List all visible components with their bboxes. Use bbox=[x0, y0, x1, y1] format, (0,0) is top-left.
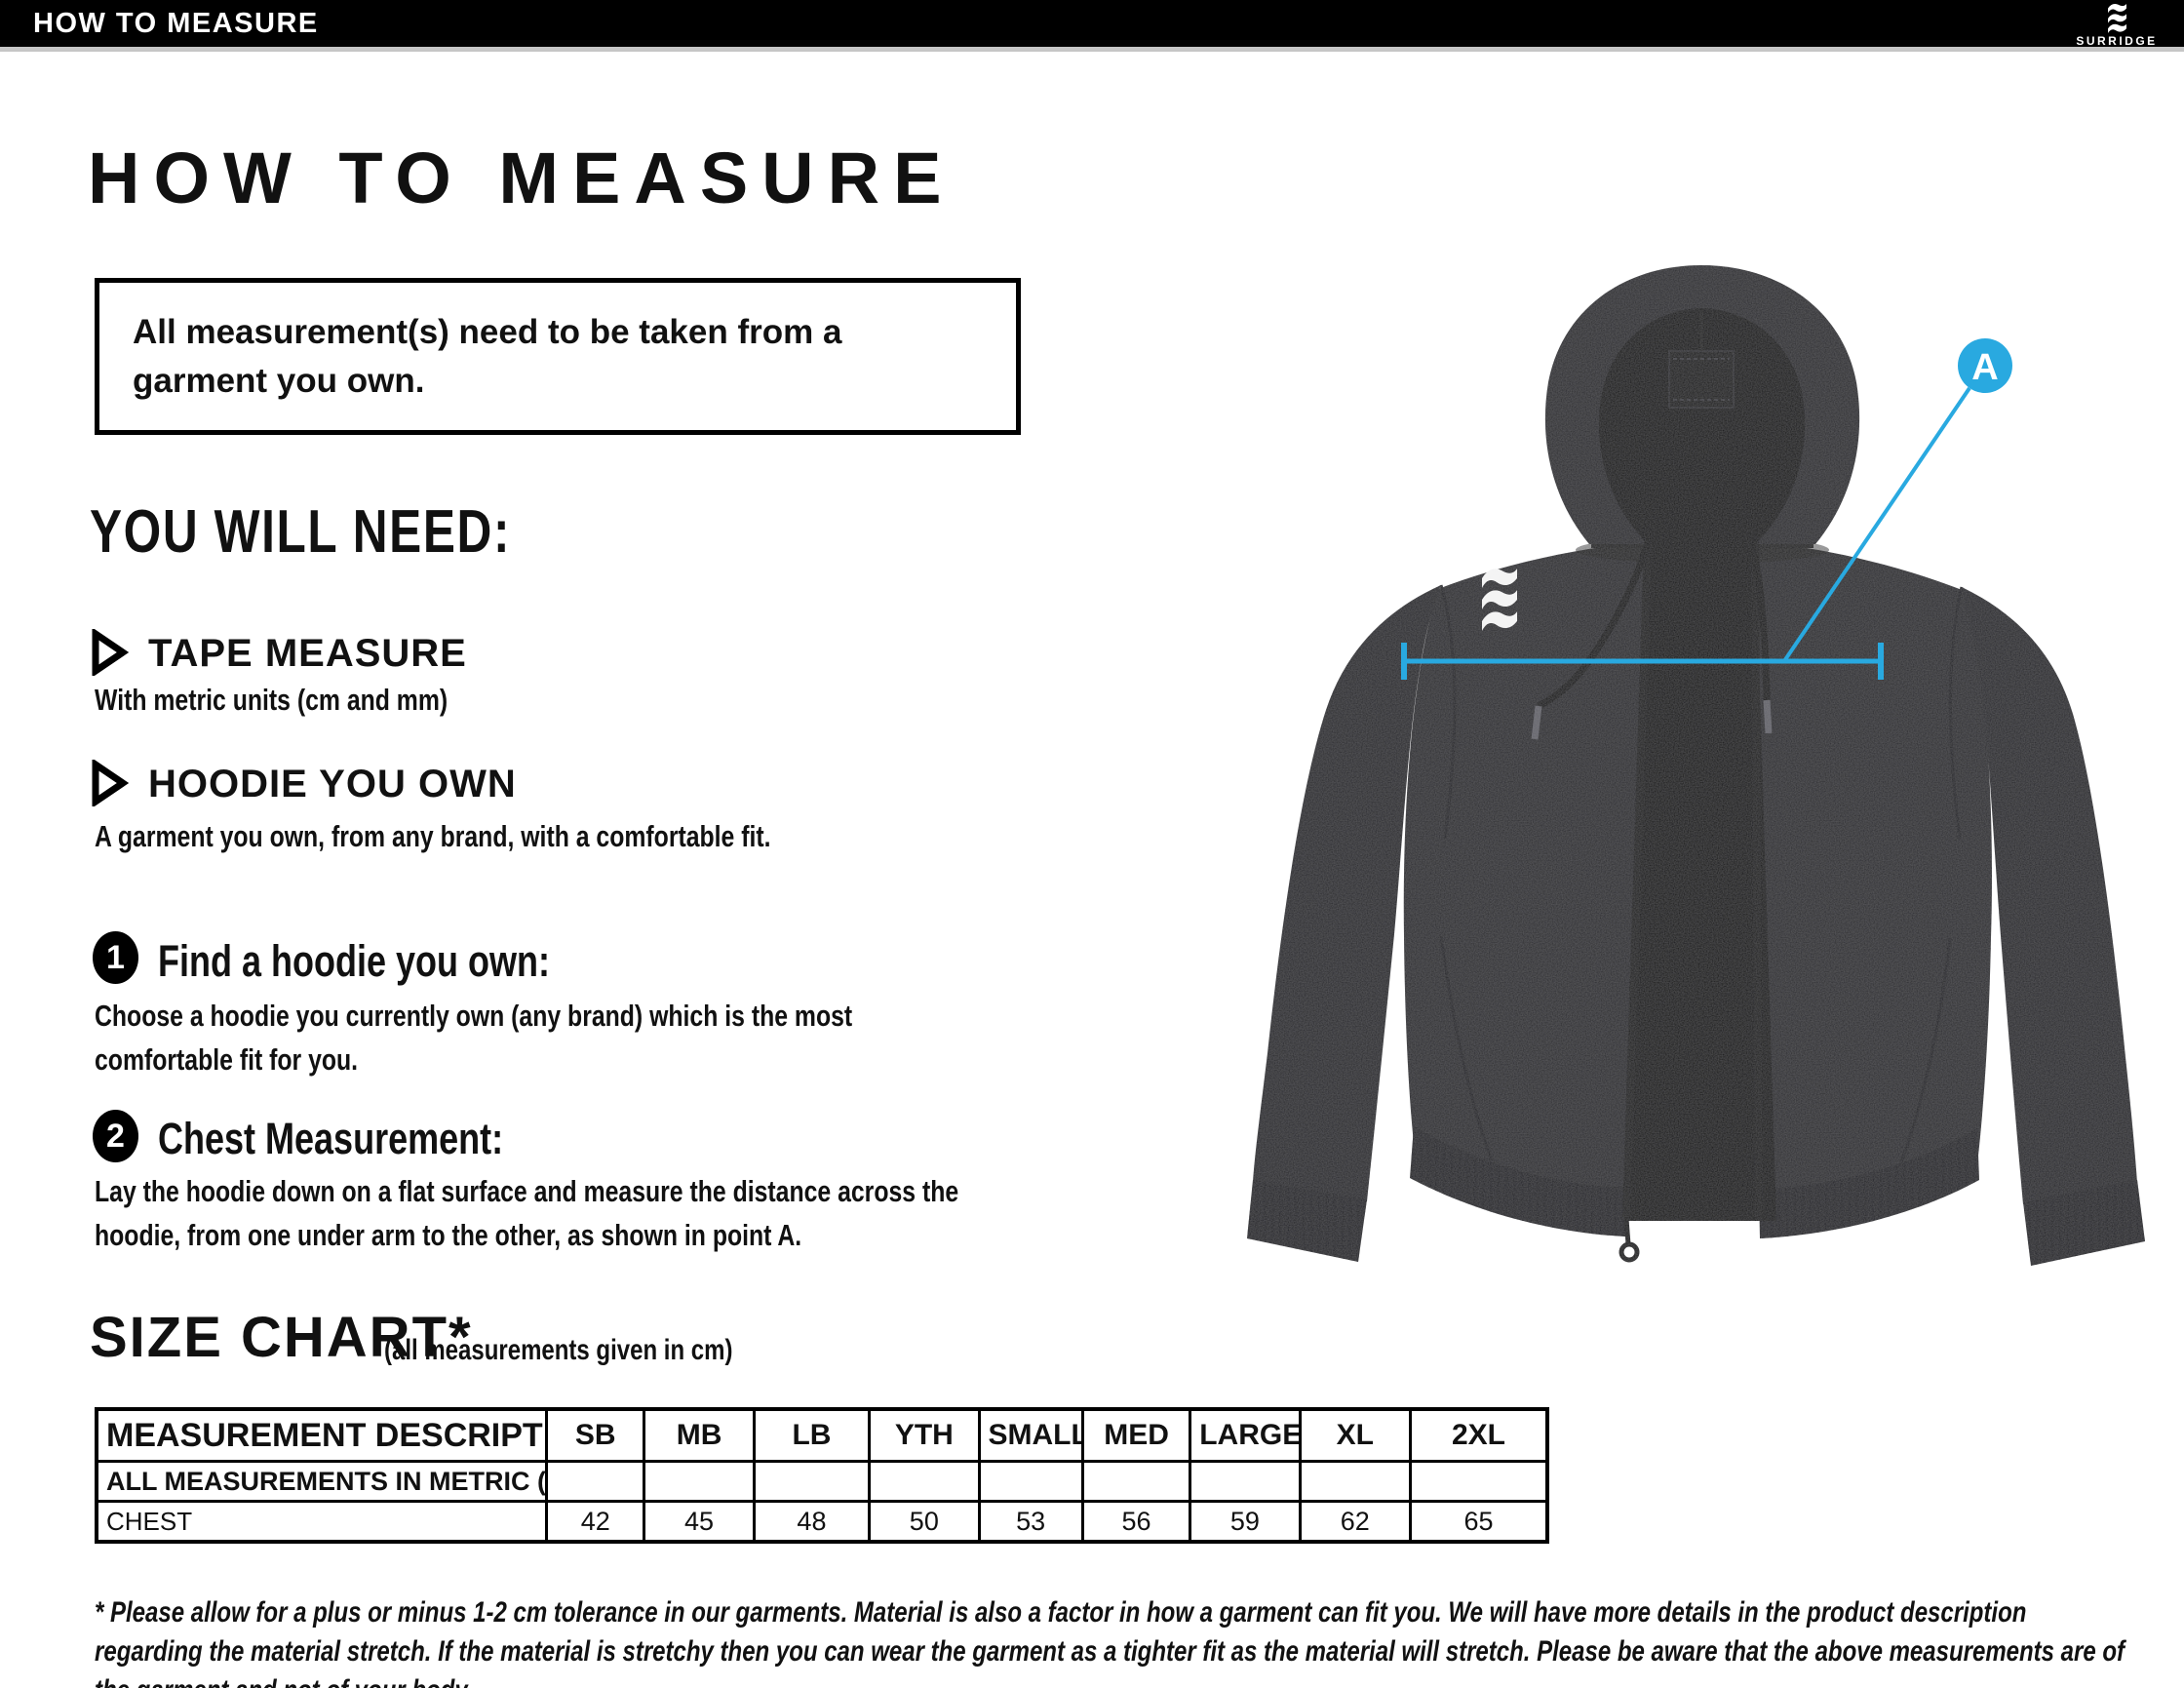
table-cell: 53 bbox=[977, 1500, 1084, 1544]
step-desc: Choose a hoodie you currently own (any b… bbox=[95, 999, 853, 1077]
hoodie-left-sleeve bbox=[1253, 585, 1441, 1201]
table-cell: 59 bbox=[1189, 1500, 1302, 1544]
surridge-s-wave-icon bbox=[2063, 2, 2170, 34]
table-cell bbox=[977, 1460, 1084, 1503]
need-item-title: HOODIE YOU OWN bbox=[148, 763, 517, 805]
table-row: ALL MEASUREMENTS IN METRIC (CM) bbox=[95, 1460, 1549, 1503]
hoodie-garment bbox=[1247, 265, 2145, 1266]
hoodie-left-torso bbox=[1403, 542, 1648, 1215]
step-title: Chest Measurement: bbox=[158, 1114, 504, 1163]
col-header: MEASUREMENT DESCRIPTION bbox=[95, 1407, 549, 1463]
need-item-desc: With metric units (cm and mm) bbox=[95, 683, 448, 717]
table-cell bbox=[1189, 1460, 1302, 1503]
table-cell: 42 bbox=[545, 1500, 646, 1544]
size-chart-subheading: (all measurements given in cm) bbox=[384, 1334, 733, 1366]
col-header: LARGE bbox=[1189, 1407, 1302, 1463]
point-a-leader-line bbox=[1782, 386, 1971, 663]
table-cell bbox=[1408, 1460, 1549, 1503]
play-triangle-icon bbox=[90, 758, 130, 811]
table-cell bbox=[752, 1460, 872, 1503]
header-bar: HOW TO MEASURE SURRIDGE bbox=[0, 0, 2184, 52]
col-header: XL bbox=[1298, 1407, 1412, 1463]
size-table: MEASUREMENT DESCRIPTION SB MB LB YTH SMA… bbox=[95, 1407, 1549, 1544]
step-number: 2 bbox=[106, 1117, 125, 1155]
table-cell: 45 bbox=[643, 1500, 756, 1544]
col-header: MED bbox=[1080, 1407, 1192, 1463]
col-header: 2XL bbox=[1408, 1407, 1549, 1463]
hoodie-photo: A bbox=[1247, 265, 2145, 1266]
notice-box: All measurement(s) need to be taken from… bbox=[95, 278, 1021, 436]
table-cell bbox=[1080, 1460, 1192, 1503]
hood-interior bbox=[1598, 308, 1806, 544]
table-cell: 48 bbox=[752, 1500, 872, 1544]
point-a-marker bbox=[1958, 338, 2012, 393]
header-title: HOW TO MEASURE bbox=[33, 8, 319, 39]
step-badge: 2 bbox=[93, 1110, 138, 1162]
play-triangle-icon bbox=[90, 627, 130, 681]
hoodie-right-torso bbox=[1755, 542, 1992, 1217]
col-header: SMALL bbox=[977, 1407, 1084, 1463]
col-header: YTH bbox=[868, 1407, 981, 1463]
step-number: 1 bbox=[106, 938, 125, 976]
notice-text: All measurement(s) need to be taken from… bbox=[133, 313, 842, 400]
table-cell: 50 bbox=[868, 1500, 981, 1544]
footnote: * Please allow for a plus or minus 1-2 c… bbox=[95, 1596, 2126, 1688]
page-title: HOW TO MEASURE bbox=[88, 137, 956, 218]
table-cell bbox=[643, 1460, 756, 1503]
col-header: SB bbox=[545, 1407, 646, 1463]
you-will-need-heading: YOU WILL NEED: bbox=[90, 498, 512, 566]
hoodie-right-sleeve bbox=[1962, 587, 2137, 1204]
row-label: CHEST bbox=[95, 1500, 549, 1544]
surridge-s-wave-icon bbox=[1482, 569, 1517, 631]
step-badge: 1 bbox=[93, 931, 138, 984]
col-header: LB bbox=[752, 1407, 872, 1463]
need-item-desc: A garment you own, from any brand, with … bbox=[95, 819, 771, 853]
front-opening bbox=[1624, 542, 1776, 1221]
table-cell bbox=[545, 1460, 646, 1503]
row-label: ALL MEASUREMENTS IN METRIC (CM) bbox=[95, 1460, 549, 1503]
brand-name: SURRIDGE bbox=[2076, 34, 2158, 48]
table-cell: 65 bbox=[1408, 1500, 1549, 1544]
col-header: MB bbox=[643, 1407, 756, 1463]
table-cell bbox=[868, 1460, 981, 1503]
table-cell: 62 bbox=[1298, 1500, 1412, 1544]
table-row: CHEST 42 45 48 50 53 56 59 62 65 bbox=[95, 1500, 1549, 1544]
table-cell: 56 bbox=[1080, 1500, 1192, 1544]
need-item-title: TAPE MEASURE bbox=[148, 632, 467, 675]
step-desc: Lay the hoodie down on a flat surface an… bbox=[95, 1174, 959, 1252]
measurement-annotation: A bbox=[1401, 338, 2012, 680]
step-title: Find a hoodie you own: bbox=[158, 936, 550, 986]
brand-logo: SURRIDGE bbox=[2063, 2, 2170, 48]
point-a-label: A bbox=[1971, 347, 1998, 388]
size-chart-heading: SIZE CHART* bbox=[90, 1306, 473, 1369]
table-header-row: MEASUREMENT DESCRIPTION SB MB LB YTH SMA… bbox=[95, 1407, 1549, 1463]
drawstring bbox=[1537, 535, 1654, 710]
table-cell bbox=[1298, 1460, 1412, 1503]
zipper-pull bbox=[1618, 1241, 1640, 1263]
